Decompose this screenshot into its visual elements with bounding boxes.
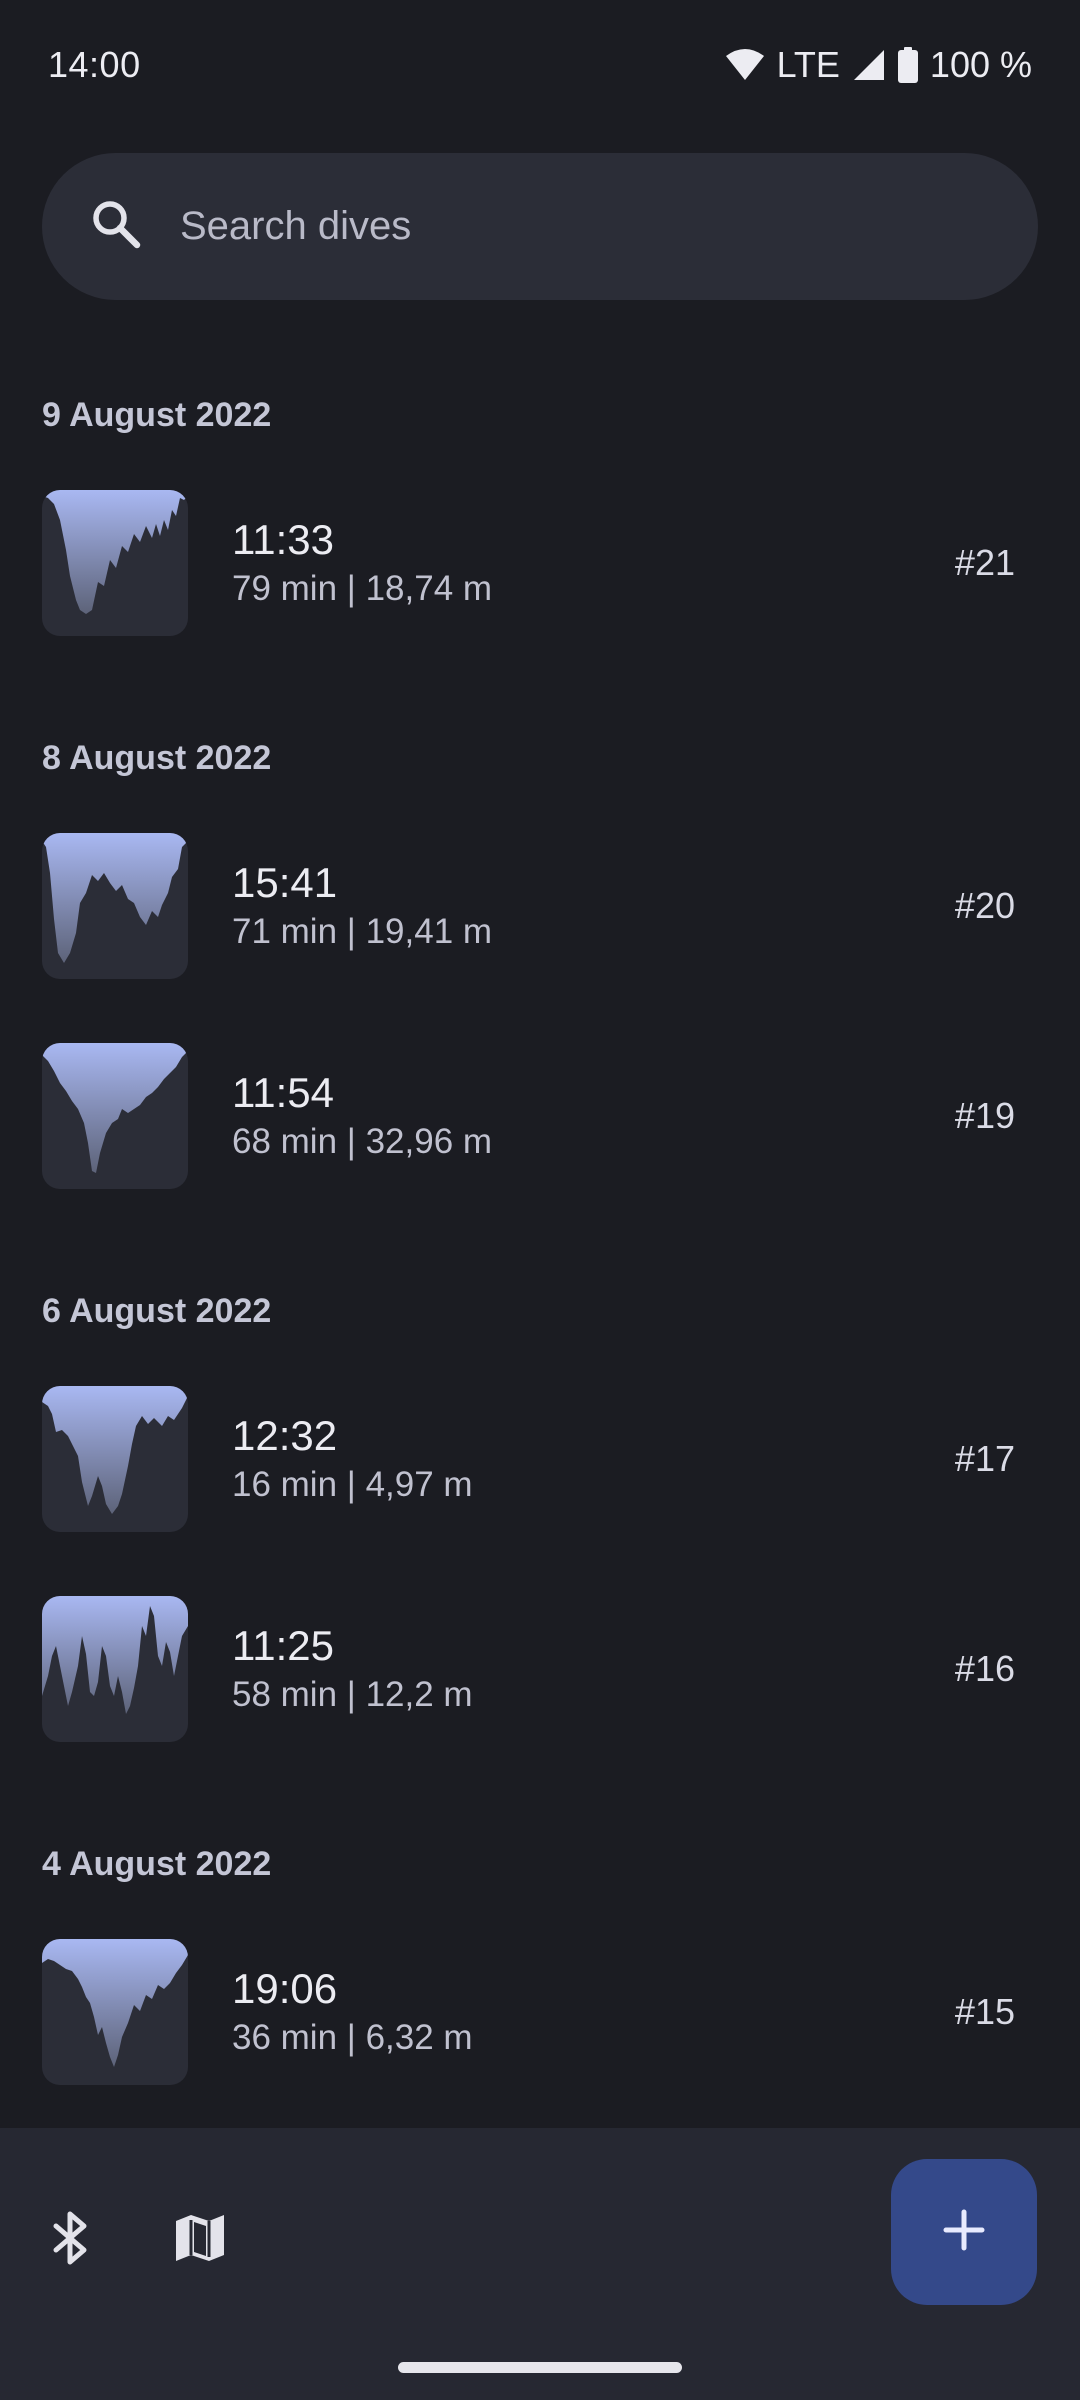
search-input[interactable] [180,204,940,249]
dive-details: 15:41 71 min | 19,41 m [232,857,492,955]
status-indicators: LTE 100 % [725,44,1032,86]
dive-duration-depth: 16 min | 4,97 m [232,1465,473,1504]
dive-number: #15 [954,1991,1015,2032]
dive-number: #17 [954,1438,1015,1479]
dive-start-time: 11:25 [232,1622,334,1669]
dive-start-time: 12:32 [232,1412,338,1459]
battery-icon [897,47,918,83]
dive-row-17[interactable]: 12:32 16 min | 4,97 m #17 [0,1364,1080,1554]
dive-number: #21 [954,542,1015,583]
battery-level: 100 % [929,44,1032,85]
dive-row-16[interactable]: 11:25 58 min | 12,2 m #16 [0,1574,1080,1764]
status-time: 14:00 [48,44,141,85]
dive-start-time: 11:33 [232,516,334,563]
dive-duration-depth: 71 min | 19,41 m [232,912,493,951]
dive-profile-thumbnail [42,1043,188,1189]
cellular-signal-icon [852,48,886,82]
dive-profile-thumbnail [42,1939,188,2085]
network-type: LTE [776,44,840,85]
dive-duration-depth: 58 min | 12,2 m [232,1675,473,1714]
date-header: 9 August 2022 [42,396,272,434]
dive-row-19[interactable]: 11:54 68 min | 32,96 m #19 [0,1021,1080,1211]
dive-row-20[interactable]: 15:41 71 min | 19,41 m #20 [0,811,1080,1001]
wifi-icon [725,48,765,82]
search-icon [90,198,142,255]
bluetooth-icon[interactable] [42,2208,102,2268]
dive-details: 19:06 36 min | 6,32 m [232,1963,473,2061]
search-bar[interactable] [42,153,1038,300]
dive-details: 11:54 68 min | 32,96 m [232,1067,492,1165]
status-bar: 14:00 LTE 100 % [0,0,1080,130]
dive-profile-thumbnail [42,1386,188,1532]
map-icon[interactable] [170,2208,230,2268]
dive-start-time: 15:41 [232,859,338,906]
date-header: 4 August 2022 [42,1845,272,1883]
home-indicator[interactable] [398,2362,682,2373]
dive-details: 12:32 16 min | 4,97 m [232,1410,473,1508]
dive-number: #16 [954,1648,1015,1689]
dive-details: 11:25 58 min | 12,2 m [232,1620,473,1718]
dive-number: #20 [954,885,1015,926]
dive-row-15[interactable]: 19:06 36 min | 6,32 m #15 [0,1917,1080,2107]
add-dive-button[interactable] [891,2159,1037,2305]
date-header: 6 August 2022 [42,1292,272,1330]
dive-duration-depth: 79 min | 18,74 m [232,569,493,608]
dive-profile-thumbnail [42,1596,188,1742]
dive-start-time: 11:54 [232,1069,334,1116]
dive-start-time: 19:06 [232,1965,338,2012]
dive-profile-thumbnail [42,833,188,979]
date-header: 8 August 2022 [42,739,272,777]
dive-row-21[interactable]: 11:33 79 min | 18,74 m #21 [0,468,1080,658]
dive-duration-depth: 36 min | 6,32 m [232,2018,473,2057]
plus-icon [942,2208,986,2257]
dive-profile-thumbnail [42,490,188,636]
dive-details: 11:33 79 min | 18,74 m [232,514,492,612]
dive-duration-depth: 68 min | 32,96 m [232,1122,493,1161]
dive-number: #19 [954,1095,1015,1136]
